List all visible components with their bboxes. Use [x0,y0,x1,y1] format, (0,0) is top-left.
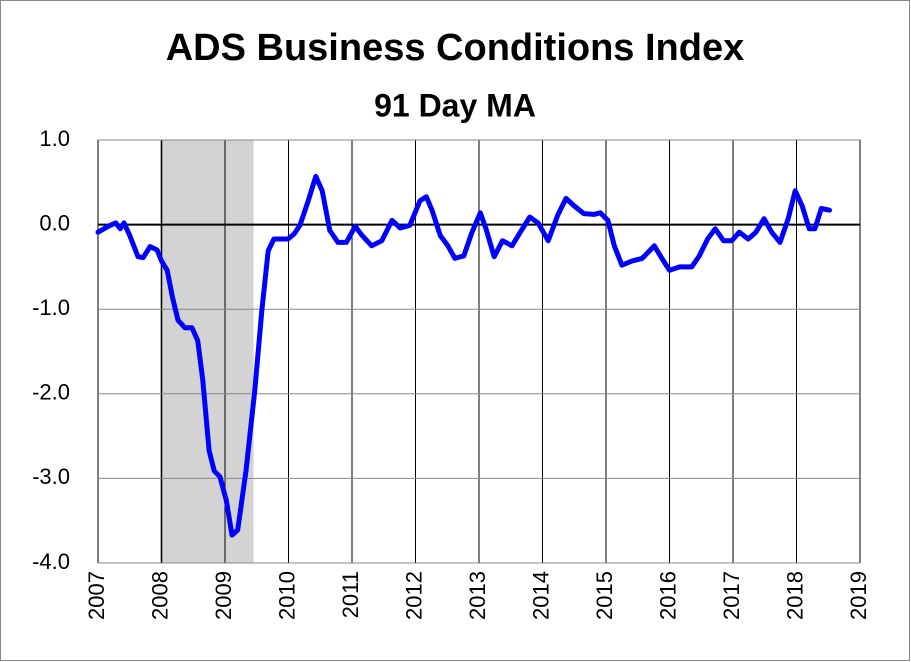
x-tick-label: 2014 [528,571,553,620]
y-tick-label: -4.0 [32,549,70,574]
x-tick-label: 2013 [465,571,490,620]
y-tick-label: -1.0 [32,295,70,320]
y-tick-label: -2.0 [32,380,70,405]
x-tick-label: 2010 [274,571,299,620]
y-tick-label: 1.0 [39,126,70,151]
x-tick-label: 2011 [338,571,363,618]
x-tick-label: 2018 [782,571,807,620]
chart-title: ADS Business Conditions Index [166,27,745,69]
y-tick-label: -3.0 [32,464,70,489]
recession-shade [161,140,254,563]
data-line [95,173,832,538]
x-tick-label: 2012 [401,571,426,620]
chart-subtitle: 91 Day MA [374,87,536,123]
y-tick-label: 0.0 [39,210,70,235]
x-tick-label: 2016 [655,571,680,620]
x-tick-label: 2015 [592,571,617,620]
x-tick-label: 2017 [719,571,744,620]
x-tick-label: 2019 [846,571,871,620]
x-tick-label: 2009 [211,571,236,620]
x-tick-label: 2008 [147,571,172,620]
x-tick-label: 2007 [84,571,109,620]
